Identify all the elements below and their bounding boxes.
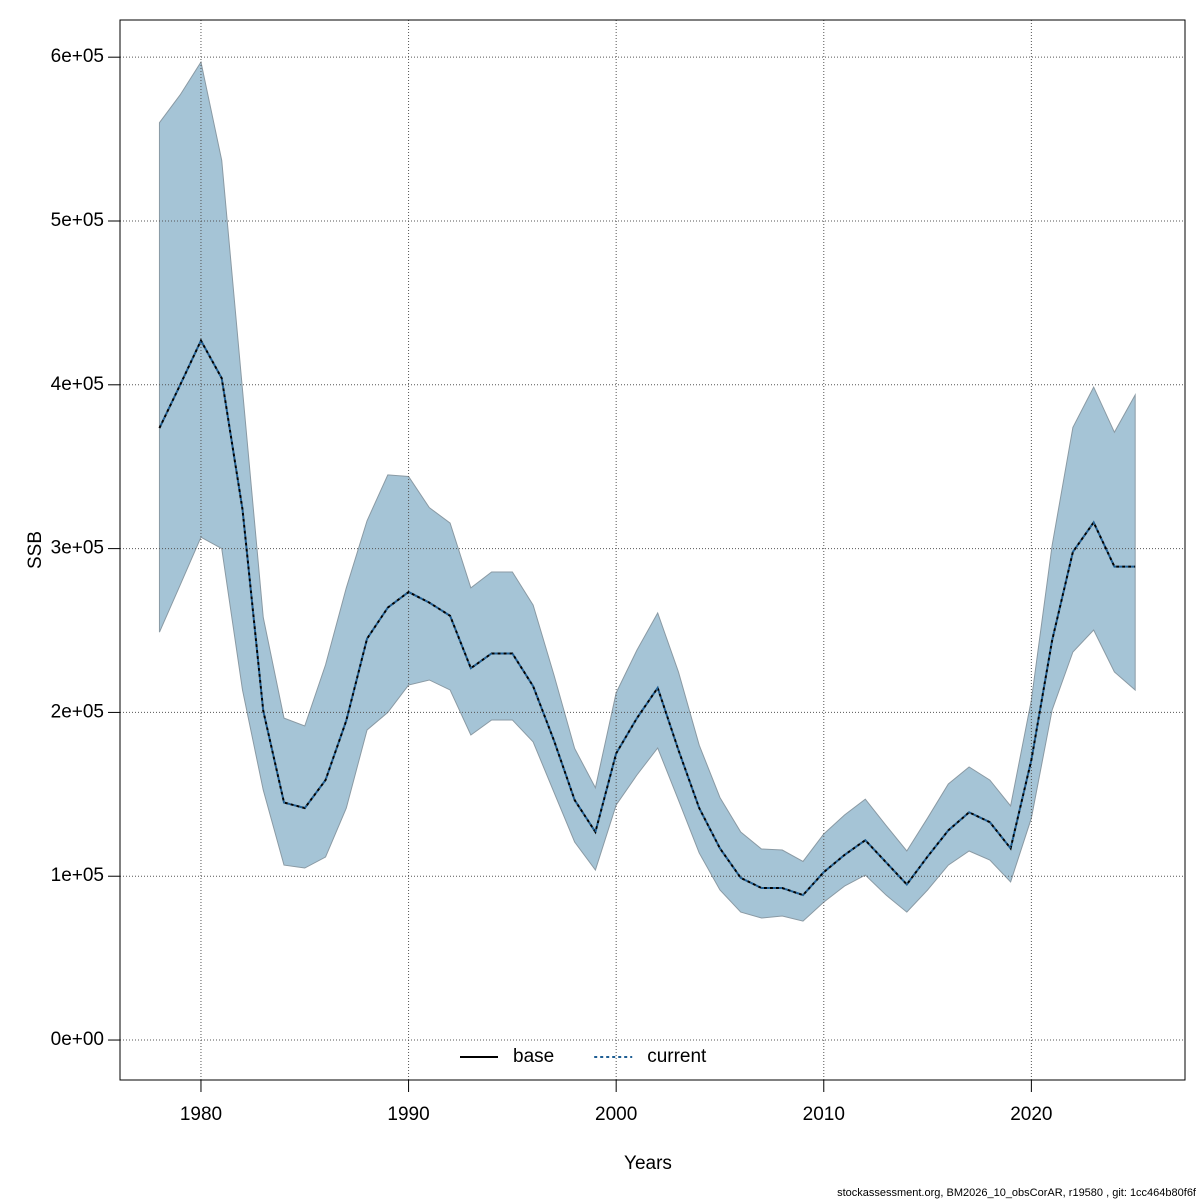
x-tick-label: 1990 bbox=[387, 1104, 429, 1125]
x-tick-label: 2000 bbox=[595, 1104, 637, 1125]
estimate-line-overlay bbox=[158, 338, 1136, 897]
x-tick-label: 2020 bbox=[1010, 1104, 1052, 1125]
plot-frame bbox=[119, 19, 1186, 1081]
y-axis-label: SSB bbox=[25, 531, 46, 569]
estimate-line bbox=[158, 338, 1136, 897]
y-tick-label: 0e+00 bbox=[51, 1029, 104, 1050]
legend-label: base bbox=[513, 1046, 554, 1067]
confidence-band bbox=[158, 60, 1136, 922]
x-axis-label: Years bbox=[624, 1153, 672, 1174]
y-tick-label: 5e+05 bbox=[51, 210, 104, 231]
x-tick-label: 2010 bbox=[803, 1104, 845, 1125]
y-tick-label: 1e+05 bbox=[51, 865, 104, 886]
legend-label: current bbox=[647, 1046, 707, 1067]
y-tick-label: 4e+05 bbox=[51, 374, 104, 395]
y-tick-label: 2e+05 bbox=[51, 701, 104, 722]
footnote: stockassessment.org, BM2026_10_obsCorAR,… bbox=[837, 1187, 1197, 1199]
y-tick-label: 6e+05 bbox=[51, 46, 104, 67]
x-tick-label: 1980 bbox=[180, 1104, 222, 1125]
y-tick-label: 3e+05 bbox=[51, 538, 104, 559]
